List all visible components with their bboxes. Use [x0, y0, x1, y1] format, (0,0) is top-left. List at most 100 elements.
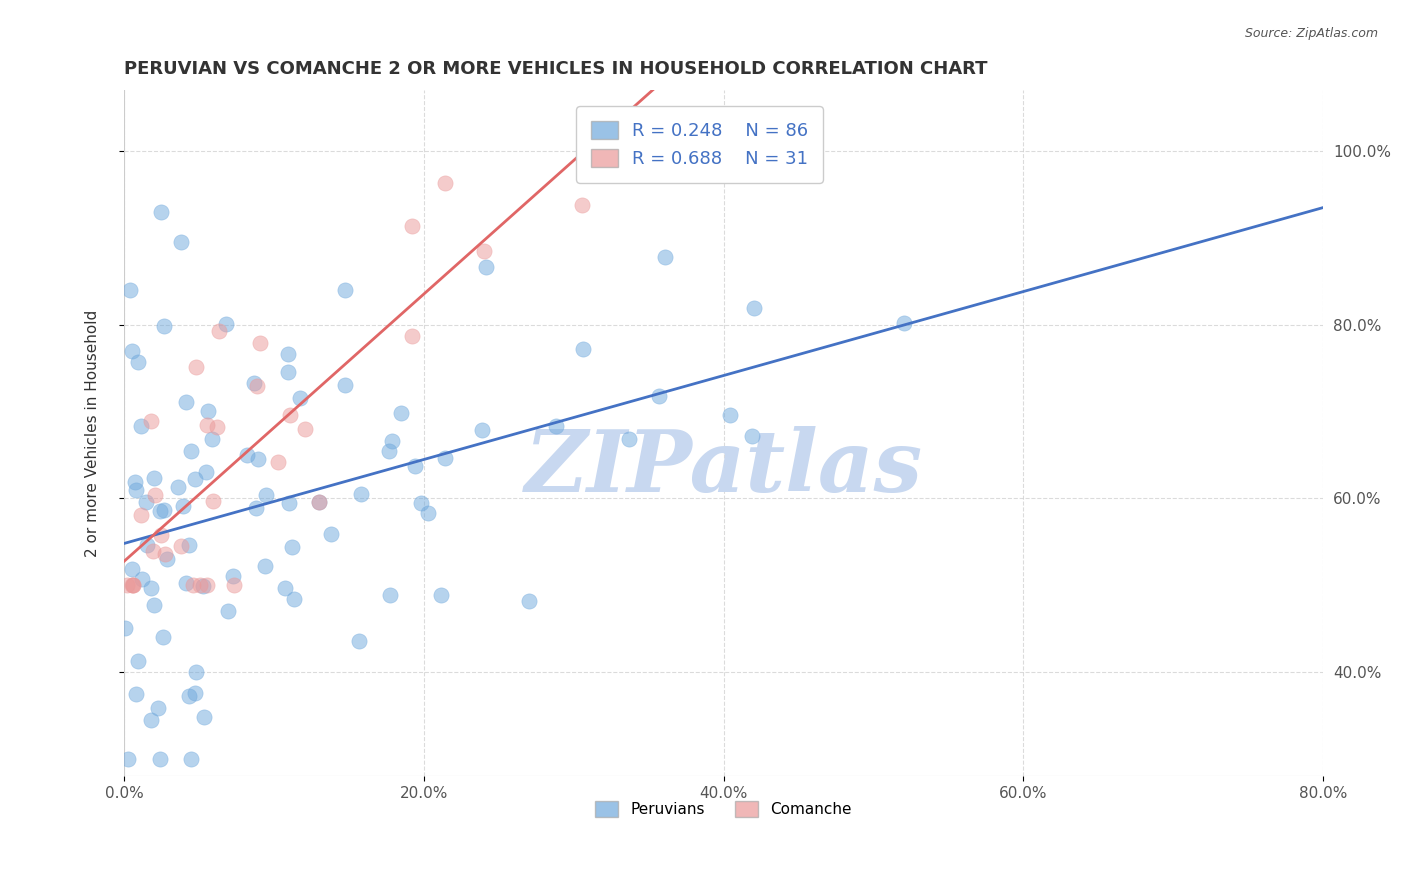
Peruvians [125, 483, 148, 497]
Peruvians [544, 419, 567, 434]
Y-axis label: 2 or more Vehicles in Household: 2 or more Vehicles in Household [86, 310, 100, 557]
Comanche [195, 418, 218, 433]
Comanche [401, 329, 423, 343]
Peruvians [416, 506, 439, 520]
Peruvians [741, 429, 763, 443]
Comanche [267, 455, 290, 469]
Peruvians [183, 686, 205, 700]
Peruvians [236, 448, 259, 462]
Peruvians [195, 466, 218, 480]
Peruvians [434, 451, 457, 466]
Peruvians [197, 404, 219, 418]
Peruvians [378, 589, 401, 603]
Peruvians [152, 630, 174, 644]
Peruvians [474, 260, 496, 275]
Text: ZIPatlas: ZIPatlas [524, 425, 922, 509]
Peruvians [742, 301, 765, 315]
Comanche [472, 244, 495, 259]
Comanche [571, 198, 593, 212]
Peruvians [143, 598, 166, 612]
Peruvians [245, 500, 267, 515]
Peruvians [153, 502, 176, 516]
Peruvians [617, 432, 640, 446]
Peruvians [129, 419, 152, 434]
Peruvians [217, 604, 239, 618]
Peruvians [274, 581, 297, 595]
Comanche [433, 176, 456, 190]
Peruvians [893, 317, 915, 331]
Peruvians [381, 434, 404, 448]
Peruvians [143, 471, 166, 485]
Peruvians [321, 526, 343, 541]
Peruvians [283, 592, 305, 607]
Peruvians [278, 496, 301, 510]
Peruvians [174, 395, 197, 409]
Peruvians [136, 538, 159, 552]
Comanche [141, 414, 163, 428]
Comanche [122, 578, 145, 592]
Peruvians [180, 752, 202, 766]
Peruvians [127, 654, 149, 668]
Peruvians [117, 752, 139, 766]
Comanche [181, 578, 204, 592]
Comanche [150, 528, 173, 542]
Peruvians [281, 541, 304, 555]
Comanche [249, 336, 271, 351]
Peruvians [648, 389, 671, 403]
Peruvians [471, 423, 494, 437]
Comanche [205, 420, 228, 434]
Peruvians [166, 480, 188, 494]
Comanche [195, 578, 218, 592]
Comanche [401, 219, 423, 234]
Peruvians [288, 391, 311, 405]
Peruvians [214, 317, 236, 331]
Peruvians [430, 588, 453, 602]
Peruvians [335, 284, 357, 298]
Peruvians [350, 487, 373, 501]
Peruvians [277, 365, 299, 379]
Comanche [143, 488, 166, 502]
Peruvians [222, 568, 245, 582]
Peruvians [571, 342, 593, 356]
Peruvians [193, 710, 215, 724]
Peruvians [141, 713, 163, 727]
Peruvians [149, 204, 172, 219]
Peruvians [186, 665, 208, 679]
Peruvians [201, 432, 224, 446]
Peruvians [183, 472, 205, 486]
Peruvians [243, 376, 266, 390]
Peruvians [718, 408, 741, 422]
Peruvians [347, 633, 370, 648]
Peruvians [120, 283, 142, 297]
Peruvians [179, 689, 201, 703]
Peruvians [156, 552, 179, 566]
Comanche [280, 408, 302, 422]
Comanche [115, 578, 138, 592]
Peruvians [149, 752, 172, 766]
Peruvians [389, 406, 412, 420]
Comanche [184, 359, 207, 374]
Peruvians [246, 452, 269, 467]
Peruvians [127, 355, 149, 369]
Peruvians [121, 343, 143, 358]
Comanche [121, 578, 143, 592]
Peruvians [378, 444, 401, 458]
Comanche [208, 324, 231, 338]
Peruvians [333, 378, 356, 392]
Peruvians [114, 621, 136, 635]
Comanche [245, 379, 267, 393]
Peruvians [146, 700, 169, 714]
Peruvians [131, 572, 153, 586]
Peruvians [172, 499, 194, 513]
Comanche [129, 508, 152, 522]
Peruvians [253, 559, 276, 574]
Legend: Peruvians, Comanche: Peruvians, Comanche [589, 795, 858, 823]
Comanche [153, 547, 176, 561]
Text: PERUVIAN VS COMANCHE 2 OR MORE VEHICLES IN HOUSEHOLD CORRELATION CHART: PERUVIAN VS COMANCHE 2 OR MORE VEHICLES … [124, 60, 987, 78]
Peruvians [517, 594, 540, 608]
Peruvians [411, 496, 433, 510]
Peruvians [193, 579, 215, 593]
Comanche [142, 544, 165, 558]
Comanche [170, 540, 193, 554]
Peruvians [277, 347, 299, 361]
